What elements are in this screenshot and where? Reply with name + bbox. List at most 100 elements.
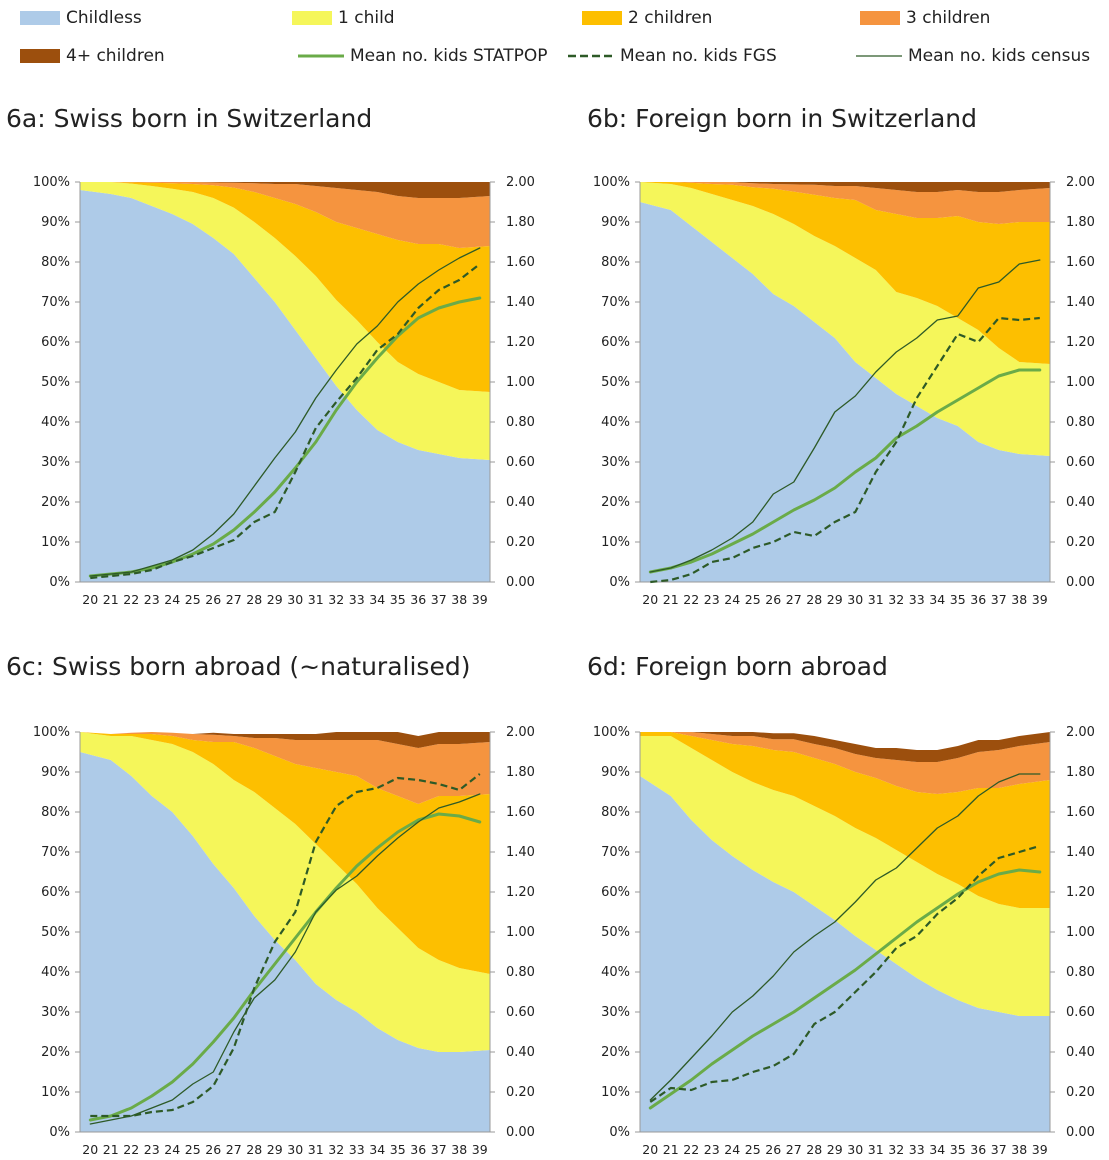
tick-label-x: 33 — [909, 592, 925, 607]
tick-label-left: 100% — [33, 175, 70, 190]
tick-label-left: 70% — [41, 845, 70, 860]
tick-label-x: 33 — [349, 592, 365, 607]
tick-label-x: 38 — [1011, 1142, 1027, 1157]
tick-label-right: 2.00 — [506, 175, 535, 190]
legend-label: Mean no. kids census — [908, 46, 1091, 66]
legend-label: Childless — [66, 8, 142, 28]
tick-label-left: 80% — [601, 805, 630, 820]
tick-label-left: 20% — [41, 495, 70, 510]
tick-label-right: 1.80 — [506, 765, 535, 780]
tick-label-x: 23 — [704, 592, 720, 607]
tick-label-left: 70% — [41, 295, 70, 310]
tick-label-x: 28 — [246, 592, 262, 607]
chart-legend: Childless 1 child 2 children 3 children 4+ c… — [0, 0, 1109, 80]
tick-label-x: 25 — [185, 1142, 201, 1157]
tick-label-x: 31 — [308, 1142, 324, 1157]
tick-label-x: 33 — [909, 1142, 925, 1157]
series-line-mean-no-kids-statpop — [88, 296, 482, 578]
tick-label-x: 39 — [472, 592, 488, 607]
tick-label-right: 1.40 — [1066, 845, 1095, 860]
tick-label-right: 1.60 — [506, 805, 535, 820]
tick-label-left: 50% — [601, 375, 630, 390]
tick-label-left: 60% — [601, 885, 630, 900]
tick-label-left: 30% — [41, 455, 70, 470]
tick-label-x: 20 — [642, 1142, 658, 1157]
legend-item-mean-no-kids-fgs: Mean no. kids FGS — [568, 46, 777, 66]
tick-label-x: 28 — [246, 1142, 262, 1157]
tick-label-x: 30 — [847, 1142, 863, 1157]
tick-label-x: 37 — [431, 592, 447, 607]
tick-label-x: 31 — [868, 592, 884, 607]
tick-label-right: 1.00 — [1066, 375, 1095, 390]
tick-label-x: 25 — [745, 1142, 761, 1157]
area-3-children — [80, 182, 490, 248]
legend-item-childless: Childless — [20, 8, 142, 28]
tick-label-x: 27 — [226, 1142, 242, 1157]
tick-label-left: 50% — [601, 925, 630, 940]
tick-label-left: 50% — [41, 925, 70, 940]
area-3-children — [640, 182, 1050, 224]
tick-label-right: 0.60 — [1066, 1005, 1095, 1020]
tick-label-left: 80% — [41, 805, 70, 820]
tick-label-x: 32 — [888, 1142, 904, 1157]
tick-label-left: 40% — [41, 415, 70, 430]
tick-label-x: 39 — [1032, 1142, 1048, 1157]
tick-label-x: 21 — [663, 592, 679, 607]
tick-label-right: 1.40 — [1066, 295, 1095, 310]
tick-label-left: 10% — [41, 1085, 70, 1100]
tick-label-x: 30 — [847, 592, 863, 607]
tick-label-right: 0.60 — [1066, 455, 1095, 470]
legend-label: 4+ children — [66, 46, 165, 66]
tick-label-x: 25 — [745, 592, 761, 607]
tick-label-right: 1.80 — [506, 215, 535, 230]
tick-label-x: 29 — [827, 1142, 843, 1157]
series-line-mean-no-kids-census — [89, 247, 481, 577]
area-4-children — [640, 182, 1050, 192]
series-line-mean-no-kids-fgs — [650, 316, 1040, 584]
tick-label-x: 25 — [185, 592, 201, 607]
legend-item-mean-no-kids-census: Mean no. kids census — [856, 46, 1090, 66]
tick-label-x: 21 — [663, 1142, 679, 1157]
tick-label-left: 0% — [609, 575, 630, 590]
panel-title-6d: 6d: Foreign born abroad — [587, 652, 888, 681]
chart-svg: 0% 10% 20% 30% 40% 50% 60% 70% 80% 90% 100% 0.00 0.2… — [33, 725, 535, 1157]
series-line-mean-no-kids-census — [649, 259, 1041, 573]
legend-swatch — [860, 11, 900, 25]
tick-label-left: 30% — [41, 1005, 70, 1020]
tick-label-right: 1.00 — [506, 925, 535, 940]
tick-label-left: 30% — [601, 1005, 630, 1020]
chart-panel-6a: 0% 10% 20% 30% 40% 50% 60% 70% 80% 90% 100% 0.00 0.2… — [0, 170, 545, 610]
tick-label-right: 1.00 — [1066, 925, 1095, 940]
tick-label-x: 36 — [410, 592, 426, 607]
legend-swatch — [20, 49, 60, 63]
tick-label-x: 30 — [287, 592, 303, 607]
tick-label-right: 1.20 — [506, 885, 535, 900]
legend-item-3-children: 3 children — [860, 8, 990, 28]
tick-label-left: 90% — [41, 215, 70, 230]
tick-label-x: 24 — [724, 1142, 740, 1157]
tick-label-x: 35 — [390, 592, 406, 607]
tick-label-x: 34 — [929, 1142, 945, 1157]
tick-label-x: 30 — [287, 1142, 303, 1157]
area-childless — [80, 190, 490, 582]
panel-title-6c: 6c: Swiss born abroad (~naturalised) — [6, 652, 471, 681]
tick-label-x: 21 — [103, 592, 119, 607]
tick-label-x: 24 — [164, 592, 180, 607]
tick-label-left: 10% — [601, 1085, 630, 1100]
legend-swatch — [582, 11, 622, 25]
tick-label-left: 50% — [41, 375, 70, 390]
tick-label-left: 60% — [41, 335, 70, 350]
area-4-children — [80, 182, 490, 198]
tick-label-x: 21 — [103, 1142, 119, 1157]
tick-label-left: 90% — [601, 765, 630, 780]
tick-label-x: 36 — [410, 1142, 426, 1157]
area-2-children — [80, 732, 490, 974]
tick-label-x: 31 — [308, 592, 324, 607]
series-line-mean-no-kids-statpop — [648, 368, 1042, 574]
tick-label-x: 35 — [950, 592, 966, 607]
tick-label-left: 60% — [601, 335, 630, 350]
legend-line-swatch — [856, 55, 902, 57]
tick-label-right: 0.80 — [506, 965, 535, 980]
tick-label-left: 60% — [41, 885, 70, 900]
tick-label-left: 80% — [41, 255, 70, 270]
